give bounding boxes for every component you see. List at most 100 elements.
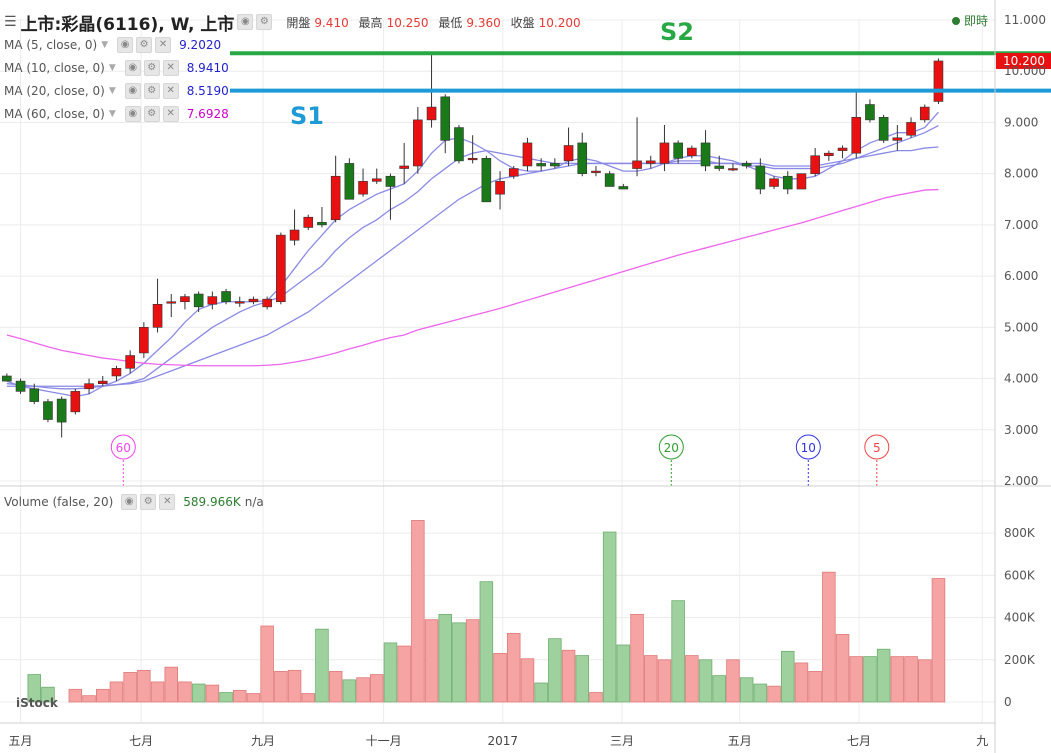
volume-bar: [808, 670, 822, 703]
caret-down-icon[interactable]: ▼: [108, 109, 116, 119]
close-icon[interactable]: ✕: [162, 60, 179, 76]
candle-body: [796, 173, 807, 190]
candle-body: [399, 165, 409, 169]
gear-icon[interactable]: ⚙: [136, 37, 153, 53]
candle-body: [440, 96, 451, 141]
time-tick-label: 十一月: [366, 734, 402, 748]
last-price-label: 10.200: [1003, 54, 1045, 68]
candle-body: [906, 122, 916, 136]
gear-icon[interactable]: ⚙: [143, 106, 160, 122]
eye-icon[interactable]: ◉: [124, 106, 141, 122]
ma-line: [6, 146, 939, 387]
candle-body: [824, 152, 834, 157]
volume-bar: [739, 677, 754, 703]
candle-body: [84, 383, 94, 390]
candle-body: [207, 296, 218, 305]
gear-icon[interactable]: ⚙: [140, 494, 157, 510]
close-icon[interactable]: ✕: [159, 494, 176, 510]
live-dot-icon: [952, 17, 960, 25]
ma-legend-5[interactable]: MA (5, close, 0) ▼ ◉ ⚙ ✕ 9.2020: [4, 35, 221, 55]
volume-bar: [890, 656, 905, 703]
close-icon[interactable]: ✕: [155, 37, 172, 53]
candle-body: [317, 222, 327, 226]
volume-bar: [822, 571, 836, 703]
candle-body: [700, 142, 711, 167]
time-tick-label: 九: [976, 734, 988, 748]
candle-body: [139, 327, 149, 354]
volume-bar: [232, 689, 247, 703]
volume-bar: [616, 644, 631, 703]
candle-body: [508, 168, 519, 177]
eye-icon[interactable]: ◉: [124, 83, 141, 99]
volume-tick-label: 800K: [1004, 526, 1036, 540]
candle-body: [755, 165, 766, 190]
volume-bar: [767, 685, 781, 703]
volume-bar: [644, 655, 658, 703]
candle-body: [289, 229, 300, 241]
volume-bars: [27, 520, 946, 703]
live-indicator[interactable]: 即時: [952, 12, 988, 29]
volume-bar: [328, 670, 343, 703]
ma-legend-label: MA (20, close, 0): [4, 84, 105, 98]
candle-body: [358, 181, 368, 195]
volume-bar: [781, 650, 795, 703]
logo: iStock: [16, 696, 58, 710]
volume-bar: [411, 520, 425, 703]
gear-icon[interactable]: ⚙: [256, 14, 273, 30]
candle-body: [385, 175, 396, 187]
ma-legend-value: 8.5190: [186, 84, 229, 98]
gear-icon[interactable]: ⚙: [143, 83, 160, 99]
volume-bar: [301, 693, 315, 703]
caret-down-icon[interactable]: ▼: [108, 86, 116, 96]
volume-bar: [931, 578, 946, 703]
volume-bar: [685, 655, 699, 703]
caret-down-icon[interactable]: ▼: [101, 40, 109, 50]
eye-icon[interactable]: ◉: [121, 494, 138, 510]
close-icon[interactable]: ✕: [162, 83, 179, 99]
volume-tick-label: 600K: [1004, 568, 1036, 582]
candle-body: [728, 168, 738, 171]
ma-legend-value: 9.2020: [179, 38, 222, 52]
price-tick-label: 3.000: [1004, 423, 1038, 437]
volume-bar: [205, 684, 220, 703]
s1-annotation: S1: [290, 102, 324, 130]
volume-bar: [863, 656, 877, 703]
open-value: 9.410: [314, 15, 349, 30]
candle-body: [919, 106, 930, 121]
candle-body: [15, 380, 26, 392]
eye-icon[interactable]: ◉: [237, 14, 254, 30]
candle-body: [481, 158, 492, 203]
candle-body: [262, 298, 272, 308]
close-value: 10.200: [538, 15, 581, 30]
ma-legend-label: MA (10, close, 0): [4, 61, 105, 75]
volume-bar: [726, 659, 740, 703]
close-icon[interactable]: ✕: [162, 106, 179, 122]
ma-legend-60[interactable]: MA (60, close, 0) ▼ ◉ ⚙ ✕ 7.6928: [4, 104, 229, 124]
eye-icon[interactable]: ◉: [117, 37, 134, 53]
ma-legend-10[interactable]: MA (10, close, 0) ▼ ◉ ⚙ ✕ 8.9410: [4, 58, 229, 78]
low-label: 最低: [438, 15, 463, 30]
candle-body: [371, 178, 382, 182]
candle-body: [56, 398, 67, 423]
eye-icon[interactable]: ◉: [124, 60, 141, 76]
volume-bar: [369, 674, 384, 703]
candle-body: [330, 175, 341, 221]
volume-bar: [849, 656, 864, 703]
price-tick-label: 10.000: [1004, 64, 1046, 78]
volume-bar: [274, 670, 288, 703]
menu-icon[interactable]: ☰: [4, 14, 17, 30]
caret-down-icon[interactable]: ▼: [108, 63, 116, 73]
volume-bar: [589, 692, 603, 703]
volume-tick-label: 200K: [1004, 653, 1036, 667]
price-tick-label: 4.000: [1004, 372, 1038, 386]
volume-bar: [534, 682, 548, 703]
volume-bar: [397, 645, 411, 703]
gear-icon[interactable]: ⚙: [143, 60, 160, 76]
volume-bar: [712, 675, 727, 703]
volume-bar: [356, 677, 370, 703]
candle-body: [892, 137, 903, 141]
volume-legend[interactable]: Volume (false, 20) ◉ ⚙ ✕ 589.966K n/a: [4, 492, 264, 512]
ma-legend-20[interactable]: MA (20, close, 0) ▼ ◉ ⚙ ✕ 8.5190: [4, 81, 229, 101]
